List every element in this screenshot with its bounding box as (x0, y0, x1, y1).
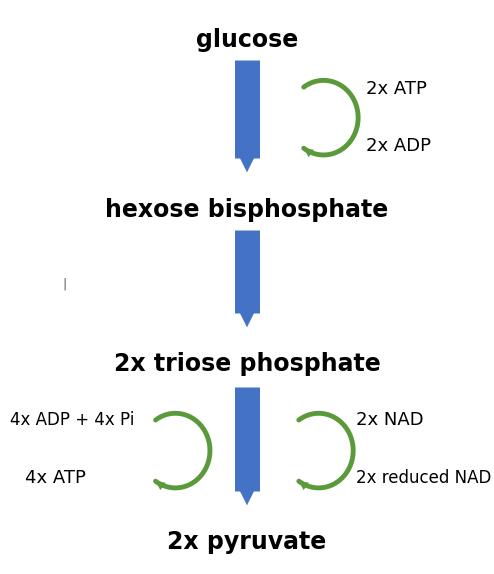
Text: 2x ATP: 2x ATP (366, 80, 426, 98)
Text: 2x triose phosphate: 2x triose phosphate (114, 352, 380, 377)
Text: 2x reduced NAD: 2x reduced NAD (356, 468, 491, 487)
Text: 4x ATP: 4x ATP (25, 468, 85, 487)
Text: |: | (62, 278, 66, 290)
Text: glucose: glucose (196, 28, 298, 52)
Text: 4x ADP + 4x Pi: 4x ADP + 4x Pi (10, 411, 134, 429)
Text: 2x NAD: 2x NAD (356, 411, 423, 429)
Text: 2x ADP: 2x ADP (366, 137, 431, 156)
Text: 2x pyruvate: 2x pyruvate (167, 530, 327, 554)
Text: hexose bisphosphate: hexose bisphosphate (105, 197, 389, 222)
